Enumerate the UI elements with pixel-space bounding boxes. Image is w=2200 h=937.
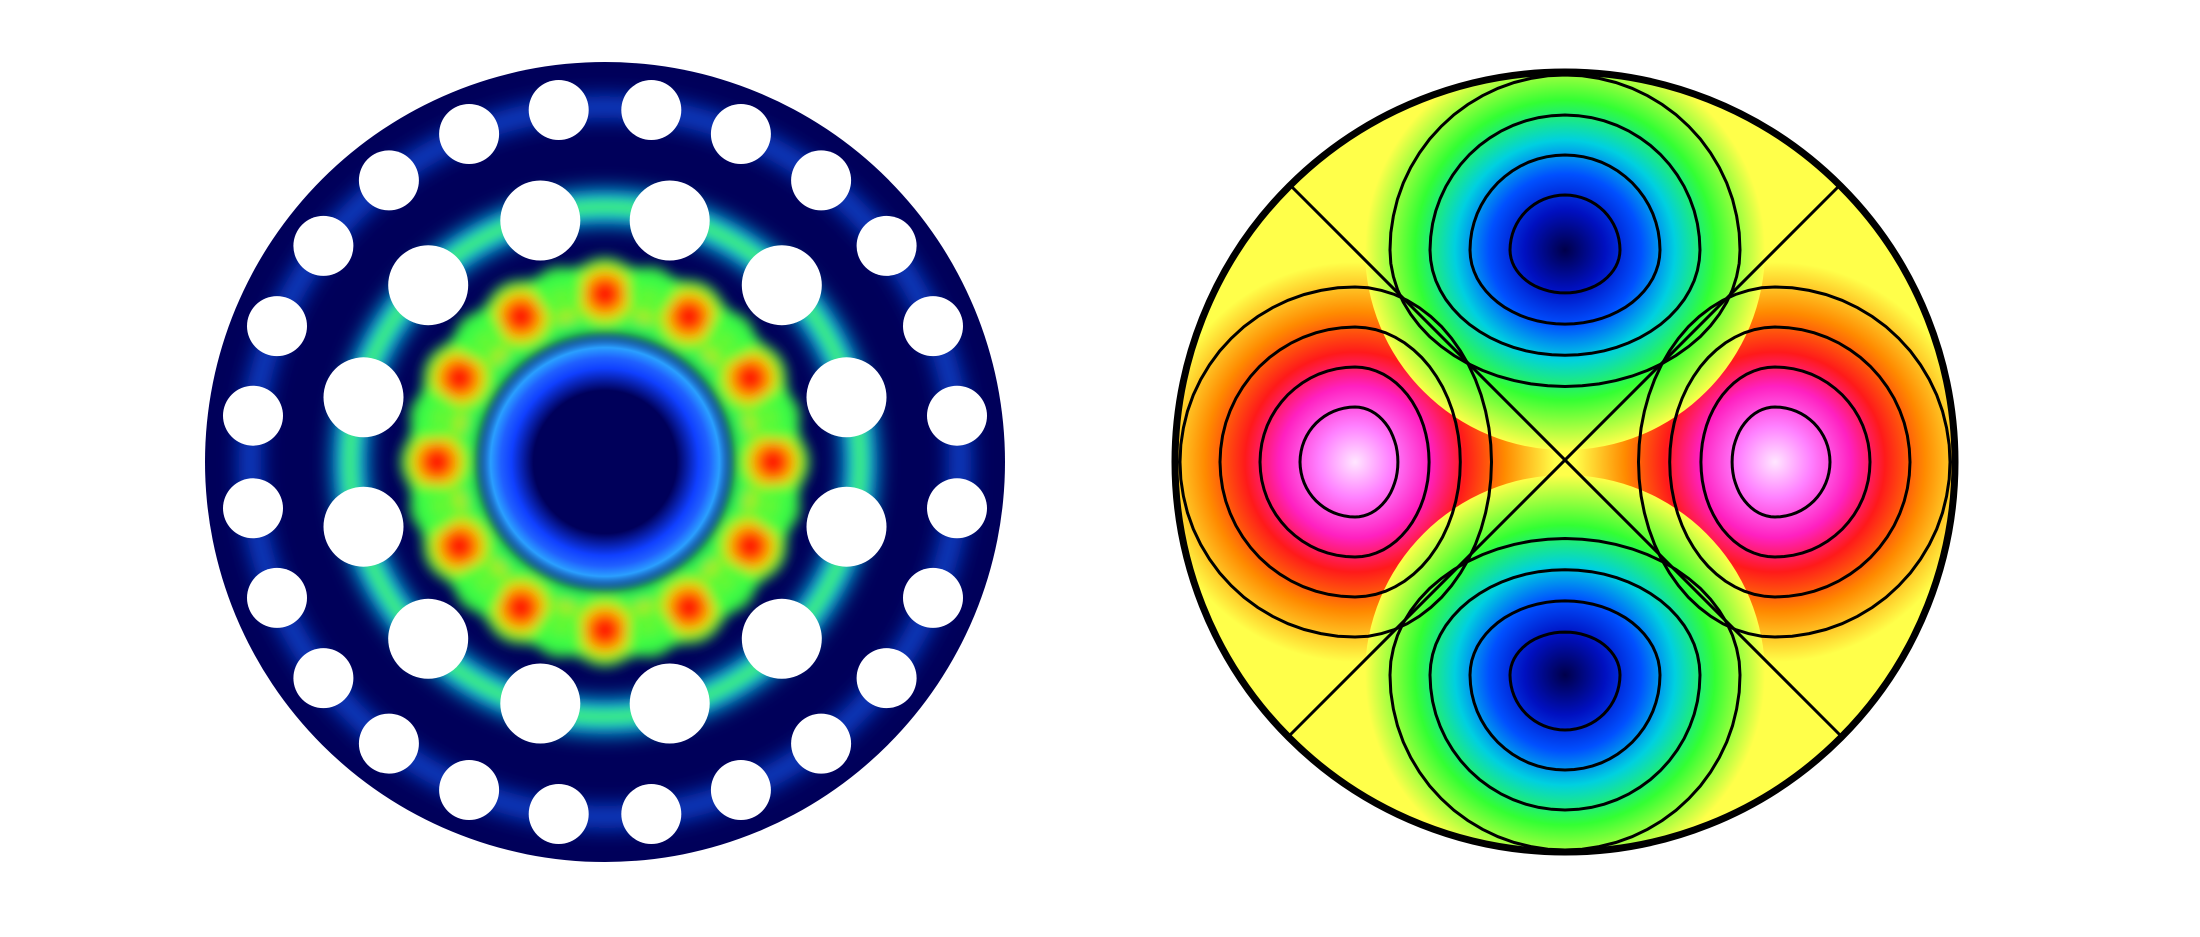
contour-left-0 [1298, 405, 1400, 519]
air-hole-outer [223, 385, 283, 446]
air-hole-outer [358, 713, 419, 774]
field-peak [397, 422, 477, 502]
contour-right-0 [1730, 405, 1832, 519]
contour-lines [1178, 73, 1952, 852]
air-hole-inner [323, 486, 404, 567]
air-hole-inner [500, 180, 581, 261]
field-intensity [343, 200, 867, 724]
air-hole-outer [528, 80, 589, 140]
air-hole-outer [856, 215, 917, 276]
contour-top-2 [1428, 113, 1702, 357]
field-peak [565, 590, 645, 670]
air-hole-outer [293, 648, 354, 709]
mode-contour-panel [1171, 68, 1959, 856]
nodal-line-diagonal-2 [1288, 183, 1842, 737]
air-hole-outer [791, 150, 852, 211]
lobe-bottom [1365, 475, 1765, 852]
field-valley [534, 609, 583, 658]
field-valley [706, 563, 755, 612]
core-region [475, 332, 735, 592]
air-hole-inner [388, 245, 469, 326]
outer-hole-ring [223, 80, 987, 844]
air-hole-outer [903, 296, 963, 357]
air-hole-outer [247, 296, 307, 357]
air-hole-outer [710, 104, 771, 164]
lobe-top [1365, 72, 1765, 450]
air-hole-outer [439, 104, 500, 164]
mode-boundary [1171, 68, 1959, 856]
contour-right-3 [1636, 285, 1952, 639]
field-valley [409, 391, 458, 440]
field-valley [455, 563, 504, 612]
air-hole-inner [500, 663, 581, 744]
contour-top-1 [1468, 153, 1662, 326]
inner-hole-ring [323, 180, 887, 744]
contour-bottom-2 [1428, 568, 1702, 812]
air-hole-outer [223, 478, 283, 539]
field-ring-middle-core [343, 200, 867, 724]
contour-left-3 [1178, 285, 1494, 639]
air-hole-outer [710, 760, 771, 820]
field-valley [752, 484, 801, 533]
air-hole-inner [806, 357, 887, 438]
contour-bottom-0 [1508, 630, 1622, 732]
field-peak [733, 422, 813, 502]
air-hole-outer [621, 784, 682, 844]
air-hole-outer [528, 784, 589, 844]
air-hole-outer [358, 150, 419, 211]
field-valley [627, 609, 676, 658]
contour-top-3 [1388, 73, 1742, 389]
field-valley [534, 266, 583, 315]
air-hole-inner [629, 663, 710, 744]
air-hole-outer [621, 80, 682, 140]
air-hole-inner [741, 245, 822, 326]
air-hole-outer [903, 567, 963, 628]
air-hole-inner [741, 598, 822, 679]
field-valley [409, 484, 458, 533]
air-hole-outer [927, 385, 987, 446]
fiber-field-panel [205, 62, 1005, 862]
air-hole-outer [293, 215, 354, 276]
contour-left-1 [1258, 365, 1431, 559]
field-valley [752, 391, 801, 440]
contour-right-2 [1668, 325, 1912, 599]
air-hole-outer [927, 478, 987, 539]
air-hole-inner [388, 598, 469, 679]
contour-top-0 [1508, 193, 1622, 295]
contour-left-2 [1218, 325, 1462, 599]
air-hole-outer [791, 713, 852, 774]
air-hole-outer [439, 760, 500, 820]
air-hole-inner [629, 180, 710, 261]
field-valley [706, 312, 755, 361]
air-hole-inner [323, 357, 404, 438]
air-hole-inner [806, 486, 887, 567]
contour-bottom-1 [1468, 599, 1662, 772]
field-valley [455, 312, 504, 361]
field-ring-outer [239, 96, 971, 828]
field-valley [627, 266, 676, 315]
air-hole-outer [856, 648, 917, 709]
contour-right-1 [1699, 365, 1872, 559]
contour-bottom-3 [1388, 536, 1742, 852]
air-hole-outer [247, 567, 307, 628]
field-peak [565, 254, 645, 334]
